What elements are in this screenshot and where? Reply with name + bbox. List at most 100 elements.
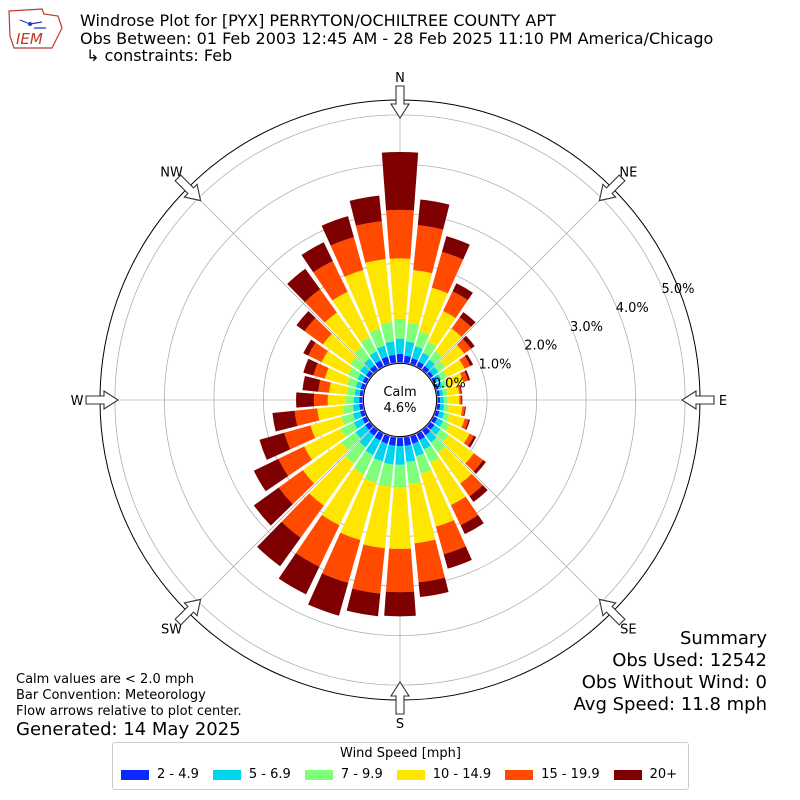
legend-items: 2 - 4.9 5 - 6.9 7 - 9.9 10 - 14.9 15 - 19.9 2…: [113, 767, 688, 782]
flow-arrow-icon: [598, 598, 626, 626]
windrose-bar-segment: [443, 546, 472, 569]
windrose-bar-segment: [324, 312, 362, 354]
windrose-bar-segment: [344, 269, 380, 333]
windrose-bar-segment: [394, 318, 406, 339]
windrose-bar-segment: [296, 392, 315, 408]
radial-tick-label: 2.0%: [524, 339, 557, 354]
windrose-bar-segment: [447, 395, 460, 405]
windrose-bar-segment: [404, 341, 415, 357]
windrose-bar-segment: [302, 375, 321, 392]
compass-label-w: W: [71, 394, 84, 409]
windrose-bar-segment: [460, 473, 483, 497]
windrose-bar-segment: [360, 337, 377, 356]
legend-label: 10 - 14.9: [432, 767, 492, 782]
windrose-bar-segment: [434, 410, 440, 417]
calm-value: 4.6%: [383, 401, 416, 416]
legend-item: 5 - 6.9: [212, 767, 291, 782]
windrose-bar-segment: [313, 260, 348, 301]
windrose-bar-segment: [404, 444, 416, 463]
calm-circle: [362, 362, 438, 438]
windrose-bar-segment: [465, 419, 471, 430]
windrose-bar-segment: [464, 370, 471, 381]
windrose-bar-segment: [378, 462, 394, 487]
windrose-bar-segment: [463, 433, 474, 447]
windrose-bar-segment: [416, 431, 426, 441]
windrose-bar-segment: [445, 373, 464, 387]
windrose-bar-segment: [442, 388, 448, 396]
windrose-bar-segment: [411, 346, 423, 361]
windrose-bar-segment: [429, 366, 439, 376]
windrose-bar-segment: [417, 199, 450, 230]
iem-logo: IEM: [8, 8, 63, 49]
flow-arrow-shape: [680, 389, 715, 411]
note-bar-convention: Bar Convention: Meteorology: [16, 688, 206, 703]
windrose-bar-segment: [309, 456, 355, 506]
windrose-bar-segment: [403, 436, 412, 446]
windrose-bar-segment: [363, 484, 392, 549]
windrose-bar-segment: [435, 328, 462, 357]
windrose-bar-segment: [446, 385, 460, 396]
windrose-bar-segment: [321, 468, 365, 526]
windrose-bar-segment: [434, 383, 439, 390]
windrose-bar-segment: [452, 283, 473, 301]
windrose-bar-segment: [460, 515, 484, 535]
windrose-bar-segment: [425, 431, 437, 443]
windrose-bar-segment: [341, 413, 356, 425]
legend-label: 5 - 6.9: [248, 767, 291, 782]
windrose-bar-segment: [420, 469, 454, 527]
windrose-bar-segment: [375, 360, 384, 369]
windrose-bar-segment: [352, 544, 385, 594]
windrose-bar-segment: [464, 354, 474, 366]
windrose-bar-segment: [413, 225, 444, 274]
windrose-bar-segment: [355, 425, 370, 439]
windrose-bars: [253, 151, 488, 617]
legend-label: 7 - 9.9: [340, 767, 383, 782]
windrose-bar-segment: [369, 351, 381, 364]
angular-gridline: [187, 187, 401, 401]
windrose-bar-segment: [439, 396, 444, 404]
windrose-bar-segment: [359, 410, 366, 418]
windrose-bar-segment: [429, 351, 443, 365]
chart-title: Windrose Plot for [PYX] PERRYTON/OCHILTR…: [80, 11, 556, 30]
windrose-bar-segment: [253, 458, 289, 492]
windrose-bar-segment: [295, 515, 340, 567]
flow-arrow-icon: [174, 598, 202, 626]
legend-swatch: [613, 769, 642, 780]
windrose-bar-segment: [317, 405, 345, 421]
windrose-bar-segment: [438, 389, 444, 396]
windrose-bar-segment: [380, 322, 395, 343]
compass-label-sw: SW: [161, 622, 182, 637]
windrose-bar-segment: [462, 335, 475, 349]
windrose-bar-segment: [440, 379, 448, 388]
windrose-bar-segment: [403, 355, 411, 364]
windrose-bar-segment: [440, 344, 465, 368]
flow-arrow-shape: [85, 389, 120, 411]
windrose-bar-segment: [428, 310, 456, 347]
windrose-bar-segment: [461, 395, 463, 405]
windrose-bar-segment: [362, 376, 369, 384]
radial-tick-label: 4.0%: [616, 301, 649, 316]
windrose-bar-segment: [419, 287, 448, 335]
windrose-bar-segment: [443, 396, 448, 404]
flow-arrow-icon: [85, 389, 120, 411]
windrose-bar-segment: [359, 431, 375, 448]
windrose-bar-segment: [460, 406, 466, 417]
angular-gridline: [399, 187, 613, 401]
summary-avg-speed: Avg Speed: 11.8 mph: [573, 694, 767, 715]
windrose-bar-segment: [345, 441, 366, 464]
windrose-bar-segment: [408, 482, 436, 544]
windrose-bar-segment: [332, 291, 370, 343]
windrose-bar-segment: [313, 363, 329, 379]
windrose-bar-segment: [353, 450, 374, 475]
windrose-bar-segment: [405, 322, 420, 343]
windrose-bar-segment: [353, 396, 360, 404]
windrose-bar-segment: [304, 317, 332, 345]
windrose-bar-segment: [439, 404, 445, 411]
windrose-bar-segment: [347, 367, 361, 380]
note-calm: Calm values are < 2.0 mph: [16, 672, 195, 687]
windrose-bar-segment: [410, 358, 418, 366]
windrose-bar-segment: [459, 356, 471, 369]
legend-swatch: [396, 769, 425, 780]
windrose-bar-segment: [434, 361, 446, 373]
